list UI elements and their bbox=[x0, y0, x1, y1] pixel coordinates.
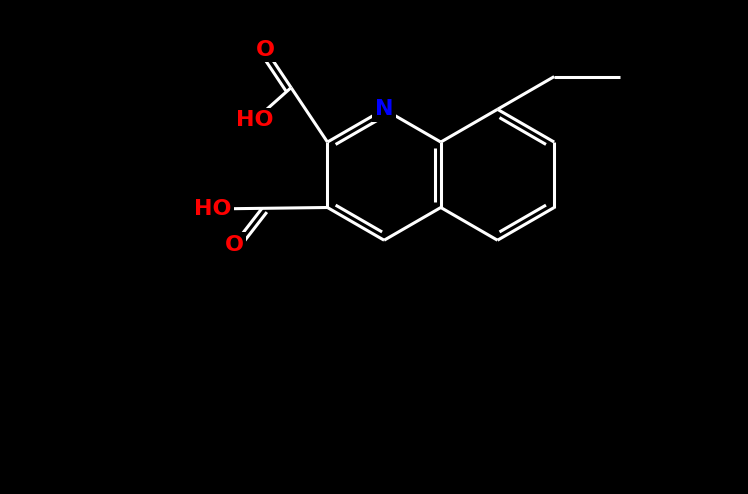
Text: N: N bbox=[375, 99, 393, 120]
Text: HO: HO bbox=[194, 199, 232, 219]
Text: O: O bbox=[224, 235, 243, 254]
Text: HO: HO bbox=[236, 110, 273, 130]
Text: O: O bbox=[256, 40, 275, 59]
